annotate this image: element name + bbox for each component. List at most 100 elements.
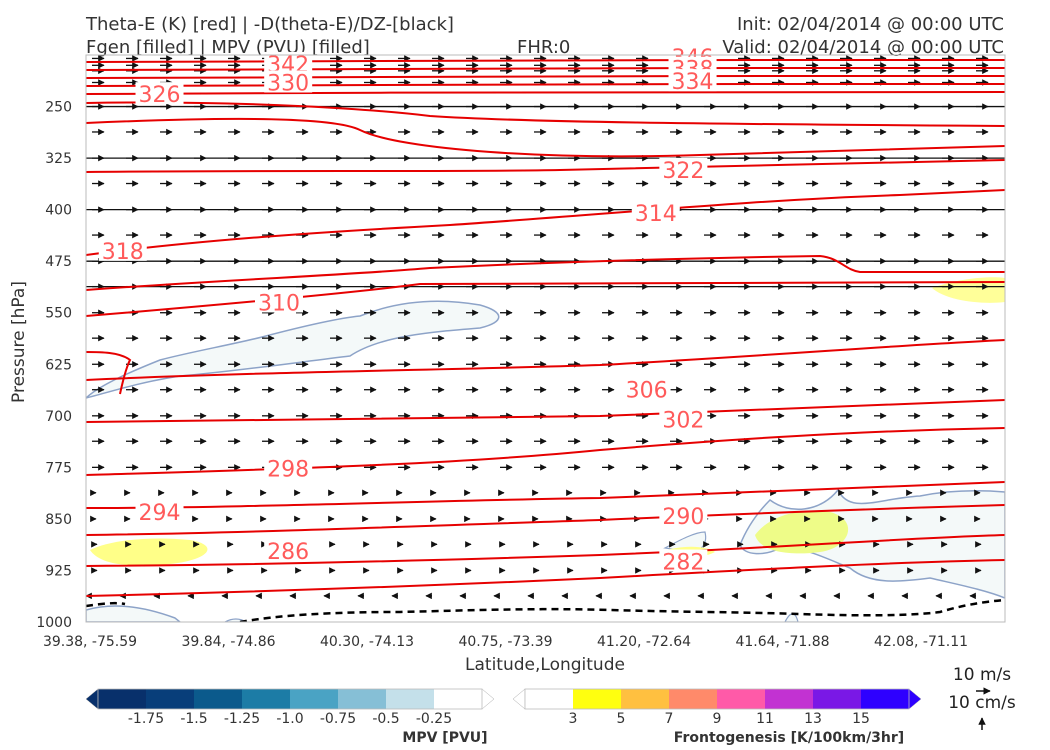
contour-labels: 3423303263463383343223143183103063022982… [98,45,717,576]
theta-e-line [86,339,1005,381]
y-tick-label: 775 [45,460,72,476]
valid-time: Valid: 02/04/2014 @ 00:00 UTC [722,37,1004,58]
colorbar-swatch [290,689,339,709]
filled-fields [86,277,1005,622]
contour-label-bg [135,500,184,523]
y-tick-label: 475 [45,254,72,270]
contour-label: 286 [267,540,309,565]
stability-contours [86,598,1005,622]
contour-label: 306 [626,379,668,404]
y-tick-label: 250 [45,100,72,116]
contour-label-bg [264,51,313,74]
colorbar-swatch [386,689,435,709]
theta-e-line [86,101,1005,127]
contour-label: 290 [662,505,704,530]
reference-vector-w-label: 10 cm/s [948,693,1016,713]
mpv-region-low [86,605,182,622]
theta-e-line [86,59,1005,63]
y-tick-label: 925 [45,563,72,579]
contour-label: 326 [139,83,181,108]
colorbar-swatch [525,689,574,709]
colorbar-outline [97,688,483,710]
colorbar-tick-label: 7 [665,711,674,727]
theta-e-line [86,399,1005,423]
theta-e-line [86,189,1005,256]
x-tick-label: 41.20, -72.64 [597,634,691,650]
contour-label-bg [135,82,184,105]
colorbar-swatch [861,689,910,709]
colorbar-swatch [434,689,483,709]
plot-frame [85,54,1006,623]
y-tick-label: 325 [45,151,72,167]
colorbar-swatch [669,689,718,709]
frontogenesis-colorbar-label: Frontogenesis [K/100km/3hr] [674,730,904,746]
theta-e-line [86,83,1005,87]
fgen-region-1 [90,538,208,566]
theta-e-line [86,504,1005,536]
contour-label-bg [254,290,303,313]
x-tick-label: 40.75, -73.39 [458,634,552,650]
contour-label-bg [264,539,313,562]
colorbar-extend-high [481,688,495,710]
contour-label-bg [659,504,708,527]
mpv-region-bottom [223,613,799,622]
contour-label-bg [264,456,313,479]
theta-e-line [86,534,1005,567]
contour-label: 318 [102,240,144,265]
colorbar-tick-label: -0.75 [320,711,356,727]
y-tick-label: 625 [45,357,72,373]
fgen-region-2 [755,510,849,554]
colorbar-outline [524,688,910,710]
contour-label: 314 [635,202,677,227]
colorbar-tick-label: -1.25 [224,711,260,727]
theta-e-line [86,427,1005,476]
y-axis-label: Pressure [hPa] [9,281,29,403]
colorbar-tick-label: 9 [713,711,722,727]
colorbar-tick-label: -1.75 [128,711,164,727]
chart-title-line1: Theta-E (K) [red] | -D(theta-E)/DZ-[blac… [86,14,454,35]
y-tick-label: 400 [45,203,72,219]
x-tick-label: 39.38, -75.59 [43,634,137,650]
x-tick-label: 39.84, -74.86 [181,634,275,650]
y-tick-label: 700 [45,409,72,425]
y-axis-ticks: 250 325 400 475 550 625 700 775 850 925 1000 [36,100,72,631]
colorbar-swatch [146,689,195,709]
contour-label: 322 [662,159,704,184]
contour-label: 294 [139,501,181,526]
colorbar-swatch [573,689,622,709]
colorbar-tick-label: 11 [756,711,774,727]
contour-label-bg [631,201,680,224]
theta-e-line [86,481,1005,509]
mpv-colorbar: -1.75 -1.5 -1.25 -1.0 -0.75 -0.5 -0.25 [85,688,495,727]
theta-e-line [86,75,1005,79]
colorbar-swatch [98,689,147,709]
contour-label-bg [659,157,708,180]
colorbar-swatch [765,689,814,709]
x-tick-label: 40.30, -74.13 [320,634,414,650]
x-axis-ticks: 39.38, -75.59 39.84, -74.86 40.30, -74.13 4… [43,634,968,650]
theta-e-line [86,159,1005,173]
colorbar-extend-low [85,688,99,710]
contour-label-bg [264,70,313,93]
colorbar-swatch [338,689,387,709]
contour-label: 298 [267,458,309,483]
stability-contour [239,598,1005,622]
colorbar-tick-label: 13 [804,711,822,727]
x-tick-label: 41.64, -71.88 [735,634,829,650]
y-tick-label: 550 [45,306,72,322]
colorbar-tick-label: -0.5 [372,711,399,727]
init-time: Init: 02/04/2014 @ 00:00 UTC [736,14,1004,35]
wind-vectors [86,55,1005,600]
contour-label: 334 [672,70,714,95]
mpv-colorbar-label: MPV [PVU] [402,730,487,746]
contour-label: 330 [267,71,309,96]
stability-contour [86,601,126,608]
contour-label-bg [622,377,671,400]
contour-label-bg [659,407,708,430]
y-tick-label: 850 [45,512,72,528]
reference-vector-u-label: 10 m/s [953,665,1011,685]
contour-label: 310 [258,291,300,316]
theta-e-line [86,351,132,395]
contour-label: 302 [662,408,704,433]
